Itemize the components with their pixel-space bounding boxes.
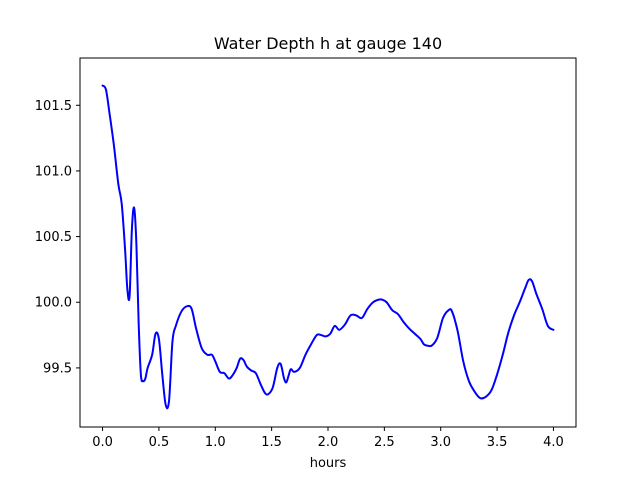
chart-title: Water Depth h at gauge 140 bbox=[214, 34, 442, 53]
y-tick-label: 100.5 bbox=[35, 230, 72, 245]
x-tick-label: 4.0 bbox=[543, 435, 564, 450]
x-tick-label: 0.0 bbox=[92, 435, 113, 450]
y-tick-label: 100.0 bbox=[35, 296, 72, 311]
x-tick-label: 0.5 bbox=[149, 435, 170, 450]
x-tick-label: 3.0 bbox=[430, 435, 451, 450]
x-tick-label: 1.0 bbox=[205, 435, 226, 450]
x-tick-label: 3.5 bbox=[487, 435, 508, 450]
series-layer bbox=[101, 84, 555, 410]
x-axis-label: hours bbox=[310, 456, 347, 471]
y-tick-label: 101.5 bbox=[35, 99, 72, 114]
x-tick-label: 1.5 bbox=[261, 435, 282, 450]
x-tick-label: 2.5 bbox=[374, 435, 395, 450]
y-tick-label: 101.0 bbox=[35, 164, 72, 179]
x-tick-label: 2.0 bbox=[318, 435, 339, 450]
plot-frame bbox=[79, 57, 577, 428]
water-depth-line bbox=[101, 84, 555, 410]
axis-ticks: 0.0 0.5 1.0 1.5 2.0 2.5 3.0 3.5 4.0 99.5 100.0 100.… bbox=[35, 99, 564, 450]
y-tick-label: 99.5 bbox=[43, 361, 72, 376]
